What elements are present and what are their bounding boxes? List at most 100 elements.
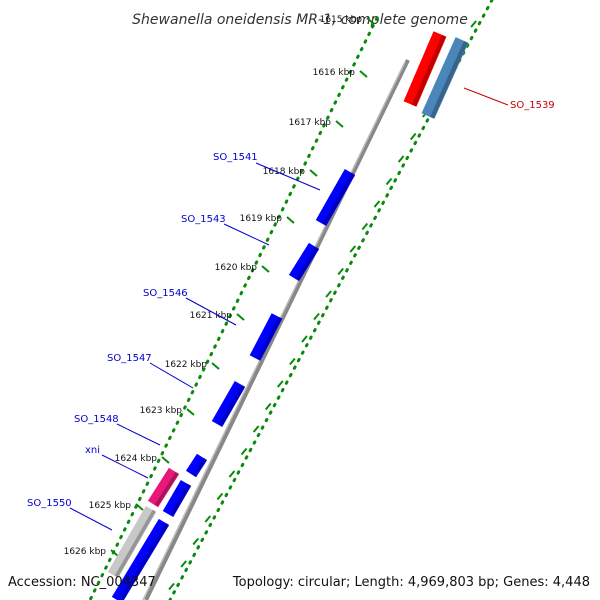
gene-xni-highlight-body bbox=[147, 467, 180, 508]
gene-label-so-1547: SO_1547 bbox=[107, 353, 152, 364]
outer-tick-mark bbox=[240, 447, 248, 456]
summary-text: Topology: circular; Length: 4,969,803 bp… bbox=[232, 575, 590, 590]
outer-tick-mark bbox=[180, 560, 187, 568]
outer-tick-mark bbox=[409, 132, 417, 141]
gene-leader-line bbox=[69, 507, 113, 531]
kbp-tick-label: 1615 kbp bbox=[320, 15, 363, 25]
gene-so1539-steelblue-shadow bbox=[430, 40, 468, 119]
gene-so1539-red-shadow bbox=[411, 34, 446, 107]
outer-tick-mark bbox=[385, 177, 393, 186]
outer-tick-mark bbox=[252, 425, 260, 433]
gene-gray bbox=[107, 506, 157, 578]
gene-forward-1 bbox=[315, 169, 356, 226]
gene-leader-line bbox=[185, 297, 237, 326]
accession-text: Accession: NC_004347 bbox=[8, 575, 156, 590]
outer-tick-mark bbox=[168, 582, 175, 591]
gene-so1539-steelblue-body bbox=[421, 37, 469, 119]
kbp-tick-mark bbox=[186, 408, 195, 416]
kbp-tick-mark bbox=[211, 362, 220, 370]
kbp-tick-label: 1623 kbp bbox=[140, 406, 183, 416]
gene-leader-line bbox=[255, 162, 321, 191]
outer-tick-mark bbox=[337, 267, 344, 276]
gene-label-so-1541: SO_1541 bbox=[213, 152, 258, 163]
kbp-tick-label: 1626 kbp bbox=[64, 547, 107, 557]
gene-forward-4-body bbox=[211, 381, 246, 427]
gene-label-so-1548: SO_1548 bbox=[74, 414, 119, 425]
outer-tick-mark bbox=[313, 312, 320, 321]
outer-tick-mark bbox=[192, 537, 199, 546]
outer-tick-mark bbox=[325, 290, 332, 298]
gene-forward-2-shadow bbox=[295, 246, 319, 281]
kbp-tick-mark bbox=[161, 456, 170, 464]
gene-forward-5 bbox=[185, 453, 208, 478]
gene-forward-3-body bbox=[249, 313, 283, 361]
kbp-tick-mark bbox=[309, 169, 318, 177]
kbp-tick-mark bbox=[366, 17, 375, 25]
kbp-tick-label: 1620 kbp bbox=[215, 263, 258, 273]
kbp-tick-label: 1618 kbp bbox=[263, 167, 306, 177]
kbp-tick-mark bbox=[110, 549, 119, 557]
gene-so1539-red bbox=[403, 31, 447, 107]
outer-tick-mark bbox=[301, 335, 308, 343]
kbp-tick-mark bbox=[335, 120, 344, 128]
gene-forward-6-body bbox=[162, 479, 192, 518]
kbp-tick-label: 1621 kbp bbox=[190, 311, 233, 321]
kbp-tick-label: 1619 kbp bbox=[240, 214, 283, 224]
gene-label-so-1543: SO_1543 bbox=[181, 214, 226, 225]
gene-xni-highlight-shadow bbox=[154, 471, 179, 507]
outer-tick-mark bbox=[264, 402, 272, 411]
kbp-tick-label: 1624 kbp bbox=[115, 454, 158, 464]
gene-labels: SO_1539 SO_1541 SO_1543 SO_1546 SO_1547 SO_15… bbox=[27, 87, 555, 531]
gene-label-xni: xni bbox=[85, 445, 100, 456]
gene-leader-line bbox=[463, 87, 509, 106]
backbone-line bbox=[144, 59, 410, 600]
outer-tick-mark bbox=[277, 380, 284, 388]
outer-tick-mark bbox=[470, 20, 477, 28]
gene-leader-line bbox=[116, 423, 161, 446]
outer-tick-mark bbox=[349, 245, 357, 253]
gene-forward-5-body bbox=[185, 453, 208, 478]
gene-forward-2 bbox=[288, 242, 320, 282]
gene-forward-7-body bbox=[111, 518, 170, 600]
kbp-tick-mark bbox=[286, 216, 295, 224]
outer-tick-mark bbox=[373, 200, 381, 208]
gene-forward-7-shadow bbox=[119, 522, 169, 600]
gene-features bbox=[107, 31, 469, 600]
gene-xni-highlight bbox=[147, 467, 180, 508]
outer-tick-mark bbox=[204, 515, 212, 523]
gene-forward-6 bbox=[162, 479, 192, 518]
gene-forward-7 bbox=[111, 518, 170, 600]
gene-forward-6-shadow bbox=[169, 483, 191, 517]
genome-title: Shewanella oneidensis MR-1, complete gen… bbox=[132, 12, 468, 28]
kbp-tick-label: 1616 kbp bbox=[313, 68, 356, 78]
gene-so1539-red-body bbox=[403, 31, 447, 107]
gene-gray-shadow bbox=[114, 509, 156, 578]
gene-leader-line bbox=[101, 454, 149, 479]
inner-dotted-ring bbox=[88, 16, 379, 600]
gene-forward-3-shadow bbox=[256, 316, 282, 361]
gene-forward-2-body bbox=[288, 242, 320, 282]
outer-tick-mark bbox=[361, 222, 369, 231]
gene-label-so-1546: SO_1546 bbox=[143, 288, 188, 299]
gene-leader-line bbox=[223, 223, 270, 246]
kbp-tick-mark bbox=[236, 313, 245, 321]
gene-label-so-1539: SO_1539 bbox=[510, 100, 555, 111]
gene-so1539-steelblue bbox=[421, 37, 469, 119]
gene-forward-3 bbox=[249, 313, 283, 361]
kbp-tick-mark bbox=[261, 265, 270, 273]
outer-tick-mark bbox=[289, 357, 296, 366]
kbp-tick-mark bbox=[135, 503, 144, 511]
kbp-tick-label: 1617 kbp bbox=[289, 118, 332, 128]
gene-forward-4 bbox=[211, 381, 246, 427]
outer-tick-mark bbox=[397, 155, 405, 163]
outer-tick-mark bbox=[216, 492, 224, 501]
kbp-tick-label: 1622 kbp bbox=[165, 360, 208, 370]
gene-forward-1-body bbox=[315, 169, 356, 226]
gene-label-so-1550: SO_1550 bbox=[27, 498, 72, 509]
outer-tick-mark bbox=[228, 470, 236, 478]
gene-forward-5-shadow bbox=[192, 457, 207, 477]
gene-gray-body bbox=[107, 506, 157, 578]
gene-forward-4-shadow bbox=[218, 384, 245, 427]
kbp-tick-mark bbox=[359, 70, 368, 78]
